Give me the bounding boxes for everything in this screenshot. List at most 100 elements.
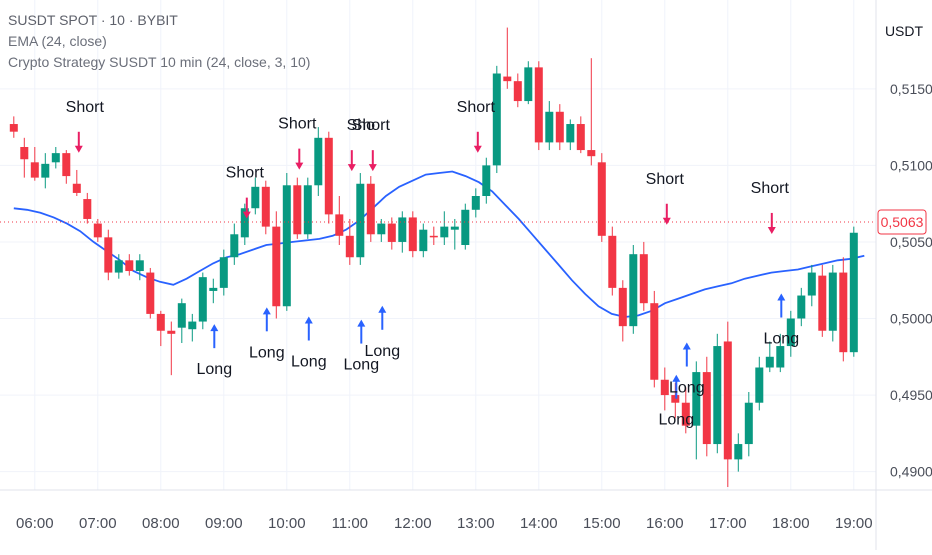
candle[interactable] <box>639 241 648 311</box>
candle[interactable] <box>230 223 239 265</box>
candle[interactable] <box>597 153 606 242</box>
candle[interactable] <box>786 310 795 357</box>
candle[interactable] <box>20 137 29 178</box>
candle[interactable] <box>587 58 596 166</box>
ema-indicator-label[interactable]: EMA (24, close) <box>8 33 107 49</box>
x-tick-label: 11:00 <box>332 515 368 532</box>
candle[interactable] <box>545 101 554 151</box>
candle[interactable] <box>62 150 71 184</box>
candle[interactable] <box>776 333 785 373</box>
candle[interactable] <box>114 254 123 279</box>
candle-body <box>272 226 281 307</box>
candle[interactable] <box>41 153 50 189</box>
candle[interactable] <box>828 264 837 342</box>
candle[interactable] <box>555 104 564 151</box>
candle[interactable] <box>482 157 491 204</box>
candle[interactable] <box>566 119 575 151</box>
long-signal-label: Long <box>291 354 327 371</box>
candle[interactable] <box>366 176 375 242</box>
candle[interactable] <box>797 287 806 327</box>
candle[interactable] <box>377 218 386 242</box>
long-signal-label: Long <box>344 357 380 374</box>
candle[interactable] <box>419 223 428 258</box>
candle[interactable] <box>713 333 722 454</box>
candle[interactable] <box>83 192 92 224</box>
candle[interactable] <box>839 257 848 362</box>
candle[interactable] <box>692 361 701 460</box>
candle[interactable] <box>765 341 774 373</box>
strategy-indicator-label[interactable]: Crypto Strategy SUSDT 10 min (24, close,… <box>8 54 311 70</box>
candle[interactable] <box>513 73 522 108</box>
candle[interactable] <box>272 211 281 319</box>
candle[interactable] <box>282 173 291 311</box>
candle[interactable] <box>429 226 438 245</box>
candle[interactable] <box>335 196 344 245</box>
candle[interactable] <box>51 147 60 169</box>
candle[interactable] <box>104 229 113 281</box>
y-tick-label: 0,5100 <box>890 157 932 173</box>
candle[interactable] <box>188 313 197 342</box>
candle[interactable] <box>135 254 144 281</box>
candle[interactable] <box>209 278 218 304</box>
candle[interactable] <box>198 272 207 330</box>
candle-body <box>797 295 806 319</box>
candle[interactable] <box>261 180 270 235</box>
candle[interactable] <box>72 169 81 196</box>
candle[interactable] <box>534 61 543 151</box>
ema-line <box>13 170 865 318</box>
candle[interactable] <box>303 177 312 239</box>
candle[interactable] <box>629 245 638 334</box>
candle[interactable] <box>608 226 617 296</box>
candle[interactable] <box>576 116 585 154</box>
candle[interactable] <box>849 226 858 357</box>
candle-body <box>828 272 837 331</box>
candle[interactable] <box>450 218 459 250</box>
candle[interactable] <box>156 310 165 347</box>
long-arrow-head <box>378 305 387 313</box>
candle[interactable] <box>702 356 711 457</box>
candle[interactable] <box>93 218 102 242</box>
long-signal-label: Long <box>197 361 233 378</box>
candle[interactable] <box>524 61 533 105</box>
candle[interactable] <box>167 321 176 376</box>
candle[interactable] <box>503 27 512 89</box>
candle[interactable] <box>681 387 690 434</box>
candle[interactable] <box>356 173 365 265</box>
candle[interactable] <box>734 433 743 472</box>
candle[interactable] <box>219 249 228 296</box>
candle[interactable] <box>492 65 501 174</box>
price-axis-currency[interactable]: USDT <box>884 23 924 39</box>
candle[interactable] <box>177 298 186 343</box>
candle-body <box>62 153 71 177</box>
candle[interactable] <box>807 264 816 307</box>
candle[interactable] <box>440 211 449 245</box>
candle[interactable] <box>471 188 480 218</box>
symbol-title[interactable]: SUSDT SPOT · 10 · BYBIT <box>8 12 178 28</box>
last-price-badge[interactable] <box>877 209 927 235</box>
candle[interactable] <box>408 211 417 258</box>
candle[interactable] <box>146 267 155 319</box>
candle[interactable] <box>398 211 407 253</box>
candle[interactable] <box>324 131 333 224</box>
candle[interactable] <box>723 321 732 487</box>
candle[interactable] <box>387 217 396 250</box>
candle[interactable] <box>314 127 323 196</box>
candle[interactable] <box>125 254 134 276</box>
candle[interactable] <box>240 203 249 245</box>
candle[interactable] <box>755 356 764 411</box>
candle[interactable] <box>618 280 627 342</box>
candle[interactable] <box>660 367 669 411</box>
candle[interactable] <box>818 264 827 337</box>
candle-body <box>125 260 134 272</box>
candle[interactable] <box>461 203 470 250</box>
candle[interactable] <box>293 177 302 239</box>
candle-body <box>408 217 417 252</box>
candle[interactable] <box>650 290 659 388</box>
candle[interactable] <box>345 218 354 265</box>
candle[interactable] <box>30 147 39 181</box>
candle[interactable] <box>744 392 753 457</box>
candle-body <box>251 186 260 209</box>
candle[interactable] <box>251 177 260 215</box>
candle[interactable] <box>9 116 18 138</box>
